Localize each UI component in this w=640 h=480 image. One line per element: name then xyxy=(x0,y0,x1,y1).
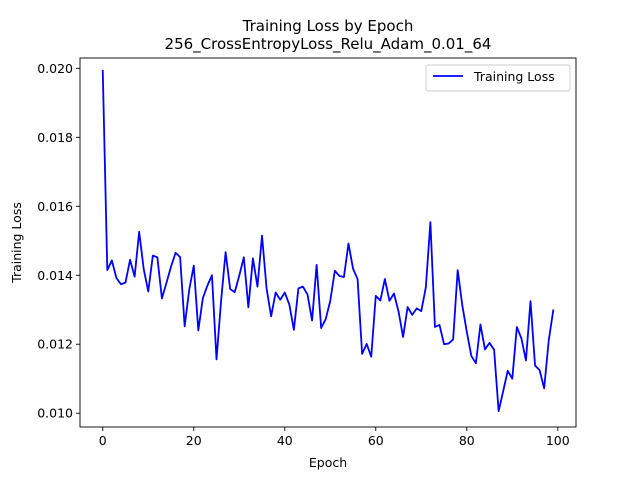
y-tick-label: 0.020 xyxy=(37,61,73,76)
y-tick-label: 0.014 xyxy=(37,268,73,283)
x-tick-label: 20 xyxy=(186,433,202,448)
chart-title: Training Loss by Epoch xyxy=(242,17,414,35)
legend-label: Training Loss xyxy=(473,69,555,84)
axes-frame xyxy=(79,57,577,428)
chart-subtitle: 256_CrossEntropyLoss_Relu_Adam_0.01_64 xyxy=(165,35,492,54)
x-axis-label: Epoch xyxy=(309,455,347,470)
legend: Training Loss xyxy=(425,64,571,92)
y-tick-label: 0.012 xyxy=(37,337,73,352)
y-tick-label: 0.016 xyxy=(37,199,73,214)
y-axis-label: Training Loss xyxy=(9,202,24,284)
x-tick-label: 100 xyxy=(546,433,570,448)
series-line-training-loss xyxy=(101,69,555,413)
y-tick-label: 0.010 xyxy=(37,406,73,421)
series-group xyxy=(101,69,555,413)
x-tick-label: 0 xyxy=(99,433,107,448)
x-tick-label: 80 xyxy=(459,433,475,448)
y-tick-label: 0.018 xyxy=(37,130,73,145)
x-tick-label: 60 xyxy=(368,433,384,448)
x-axis: 0 20 40 60 80 100 xyxy=(99,427,570,448)
y-axis: 0.010 0.012 0.014 0.016 0.018 0.020 xyxy=(37,61,80,421)
legend-box xyxy=(425,64,571,92)
x-tick-label: 40 xyxy=(277,433,293,448)
